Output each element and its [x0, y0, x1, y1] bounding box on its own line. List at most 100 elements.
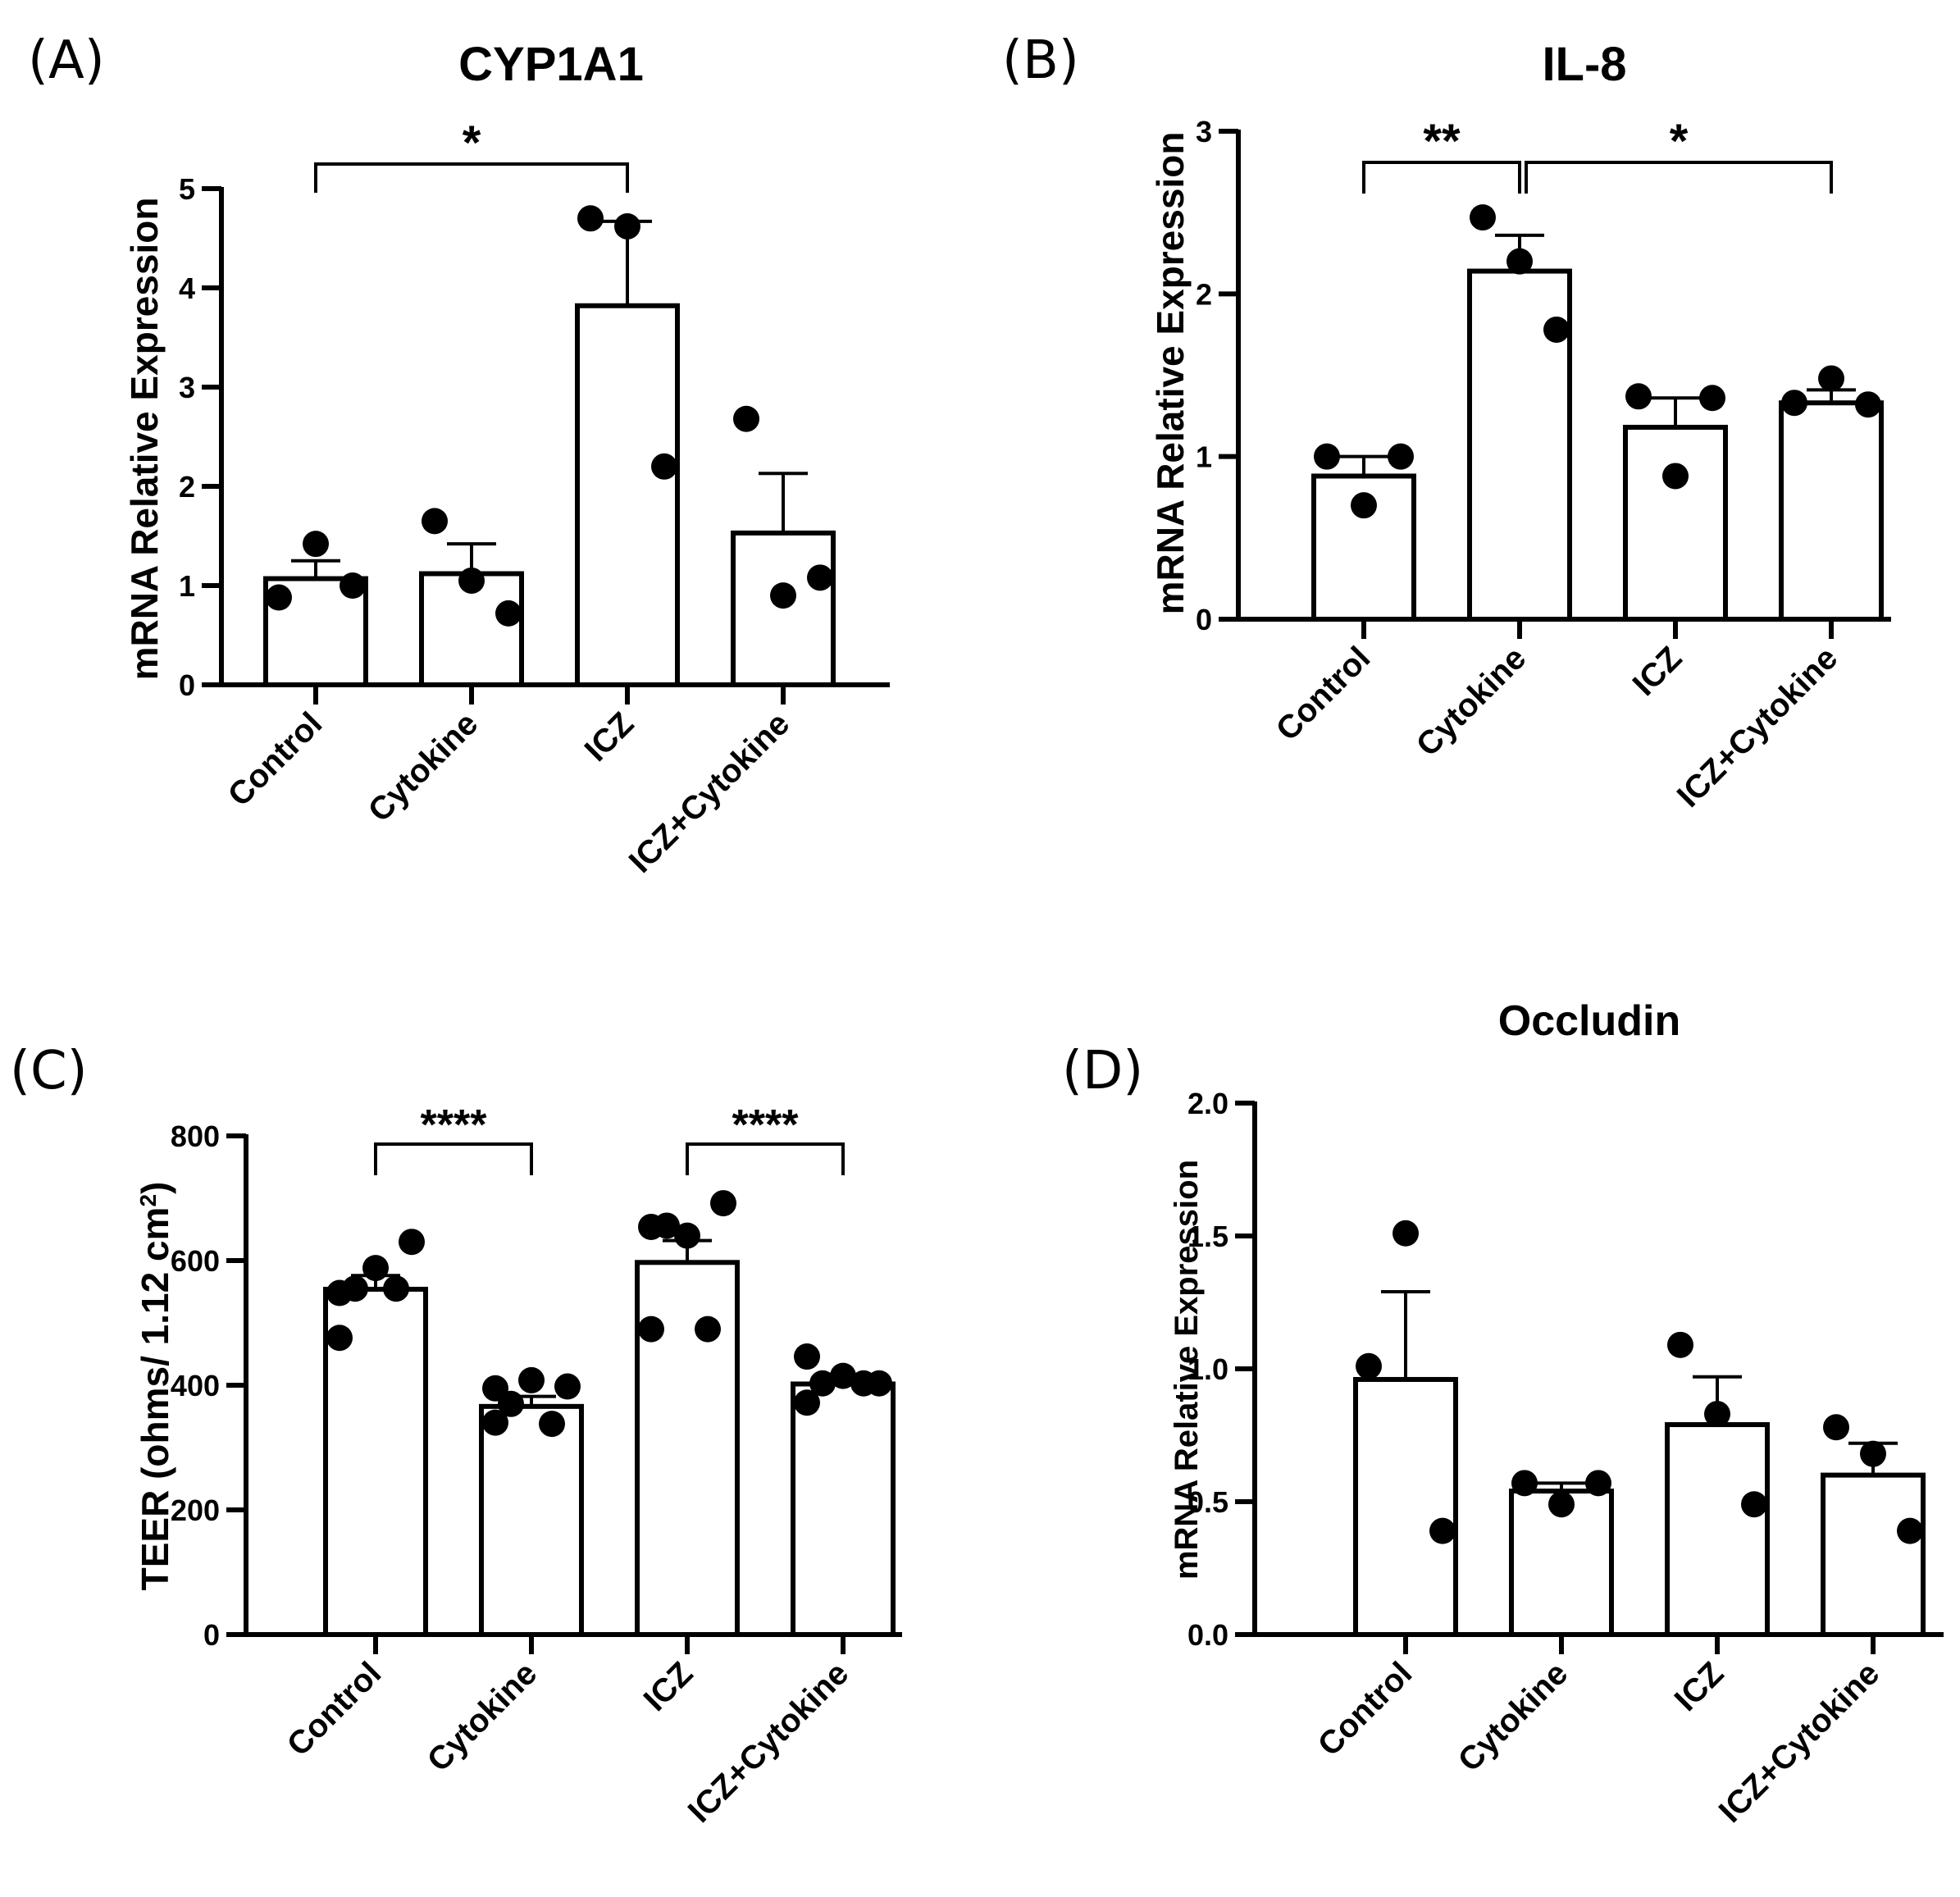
y-tick-label-a: 4: [179, 271, 195, 305]
data-point-b: [1818, 365, 1844, 392]
y-tick-label-b: 0: [1196, 603, 1212, 636]
bar-a-3: [575, 303, 680, 687]
y-tick-label-c: 600: [171, 1244, 220, 1278]
data-point-c: [830, 1362, 856, 1389]
y-axis-title-c: TEER (ohms/ 1.12 cm2): [134, 1182, 176, 1591]
data-point-b: [1506, 248, 1533, 275]
panel-c: (C) TEER (ohms/ 1.12 cm2) 0 200 400 600 800 Con…: [10, 1041, 902, 1830]
data-point-a: [733, 405, 759, 432]
data-point-b: [1543, 316, 1570, 343]
data-point-a: [340, 572, 366, 599]
bar-c-2: [479, 1403, 584, 1637]
data-point-d: [1704, 1401, 1730, 1428]
y-tick-label-b: 1: [1196, 440, 1212, 474]
data-point-d: [1429, 1517, 1456, 1544]
y-tick-label-d: 2.0: [1187, 1087, 1228, 1120]
y-tick-label-a: 0: [179, 668, 195, 702]
data-point-a: [303, 531, 329, 558]
data-point-b: [1388, 443, 1414, 470]
data-point-a: [577, 205, 604, 232]
y-tick-label-d: 1.0: [1187, 1352, 1228, 1386]
data-point-d: [1860, 1440, 1886, 1467]
data-point-b: [1351, 492, 1377, 519]
y-tick-label-a: 3: [179, 371, 195, 404]
y-tick-label-c: 400: [171, 1369, 220, 1402]
data-point-d: [1548, 1491, 1575, 1518]
x-tick-label-b: Cytokine: [1410, 640, 1534, 764]
data-point-c: [482, 1409, 508, 1436]
significance-label-b: **: [1423, 115, 1461, 168]
bar-d-1: [1353, 1376, 1458, 1637]
y-tick-label-d: 0.0: [1187, 1618, 1228, 1652]
x-tick-label-d: Cytokine: [1452, 1655, 1575, 1779]
y-tick-label-c: 0: [203, 1618, 220, 1652]
data-point-c: [326, 1325, 353, 1352]
y-axis-title-b: mRNA Relative Expression: [1149, 132, 1192, 615]
y-tick-label-c: 800: [171, 1120, 220, 1153]
data-point-c: [674, 1222, 700, 1249]
data-point-c: [498, 1390, 524, 1417]
x-tick-label-d: ICZ: [1668, 1655, 1731, 1718]
bar-d-3: [1665, 1422, 1770, 1638]
data-point-d: [1393, 1220, 1419, 1247]
x-tick-label-c: Cytokine: [421, 1655, 545, 1779]
data-point-c: [554, 1373, 581, 1400]
data-point-b: [1699, 385, 1725, 412]
data-point-c: [539, 1411, 565, 1438]
significance-bracket-c: [686, 1142, 845, 1175]
x-tick-label-b: ICZ: [1626, 640, 1689, 703]
y-tick-label-b: 3: [1196, 115, 1212, 148]
data-point-c: [518, 1366, 545, 1393]
data-point-a: [807, 564, 833, 591]
y-tick-label-d: 0.5: [1187, 1485, 1228, 1519]
data-point-c: [695, 1316, 721, 1343]
x-tick-label-a: Control: [221, 705, 330, 814]
data-point-c: [794, 1343, 820, 1370]
data-point-c: [638, 1316, 664, 1343]
y-tick-label-a: 5: [179, 172, 195, 206]
x-tick-label-a: ICZ+Cytokine: [622, 705, 797, 880]
data-point-c: [794, 1389, 820, 1416]
data-point-b: [1781, 390, 1807, 417]
x-tick-label-b: Control: [1269, 640, 1378, 748]
bar-b-3: [1623, 424, 1728, 622]
data-point-c: [850, 1370, 877, 1397]
data-point-a: [495, 600, 522, 627]
x-tick-label-c: ICZ: [637, 1655, 700, 1718]
y-tick-label-a: 1: [179, 569, 195, 603]
y-tick-label-a: 2: [179, 470, 195, 504]
x-tick-label-c: ICZ+Cytokine: [681, 1655, 856, 1830]
significance-label-a: *: [463, 116, 481, 170]
data-point-c: [383, 1275, 409, 1302]
significance-bracket-c: [374, 1142, 533, 1175]
chart-title-d: Occludin: [1498, 997, 1680, 1045]
data-point-c: [809, 1370, 836, 1397]
data-point-d: [1823, 1414, 1849, 1441]
data-point-b: [1662, 463, 1689, 490]
data-point-a: [614, 212, 640, 239]
data-point-c: [654, 1212, 680, 1239]
data-point-b: [1470, 204, 1496, 231]
panel-label-c: (C): [10, 1041, 88, 1101]
data-point-b: [1314, 443, 1340, 470]
significance-bracket-a: [314, 162, 629, 193]
panel-d: (D) Occludin mRNA Relative Expression 0.0 0.…: [1062, 997, 1944, 1830]
data-point-a: [266, 584, 292, 611]
data-point-d: [1667, 1331, 1693, 1358]
x-tick-label-c: Control: [280, 1655, 389, 1763]
data-point-a: [422, 508, 448, 535]
significance-label-c: ****: [732, 1101, 800, 1149]
data-point-c: [710, 1190, 736, 1217]
data-point-d: [1585, 1470, 1611, 1497]
panel-a: (A) CYP1A1 mRNA Relative Expression 0 1 2 3 4 5 C…: [28, 30, 890, 880]
bar-c-4: [791, 1381, 896, 1637]
significance-bracket-b: [1525, 161, 1833, 194]
x-tick-label-a: Cytokine: [362, 705, 485, 829]
significance-label-c: ****: [421, 1101, 488, 1149]
data-point-d: [1511, 1470, 1538, 1497]
x-tick-label-d: ICZ+Cytokine: [1712, 1655, 1887, 1830]
significance-bracket-b: [1362, 161, 1521, 194]
data-point-a: [458, 567, 485, 594]
